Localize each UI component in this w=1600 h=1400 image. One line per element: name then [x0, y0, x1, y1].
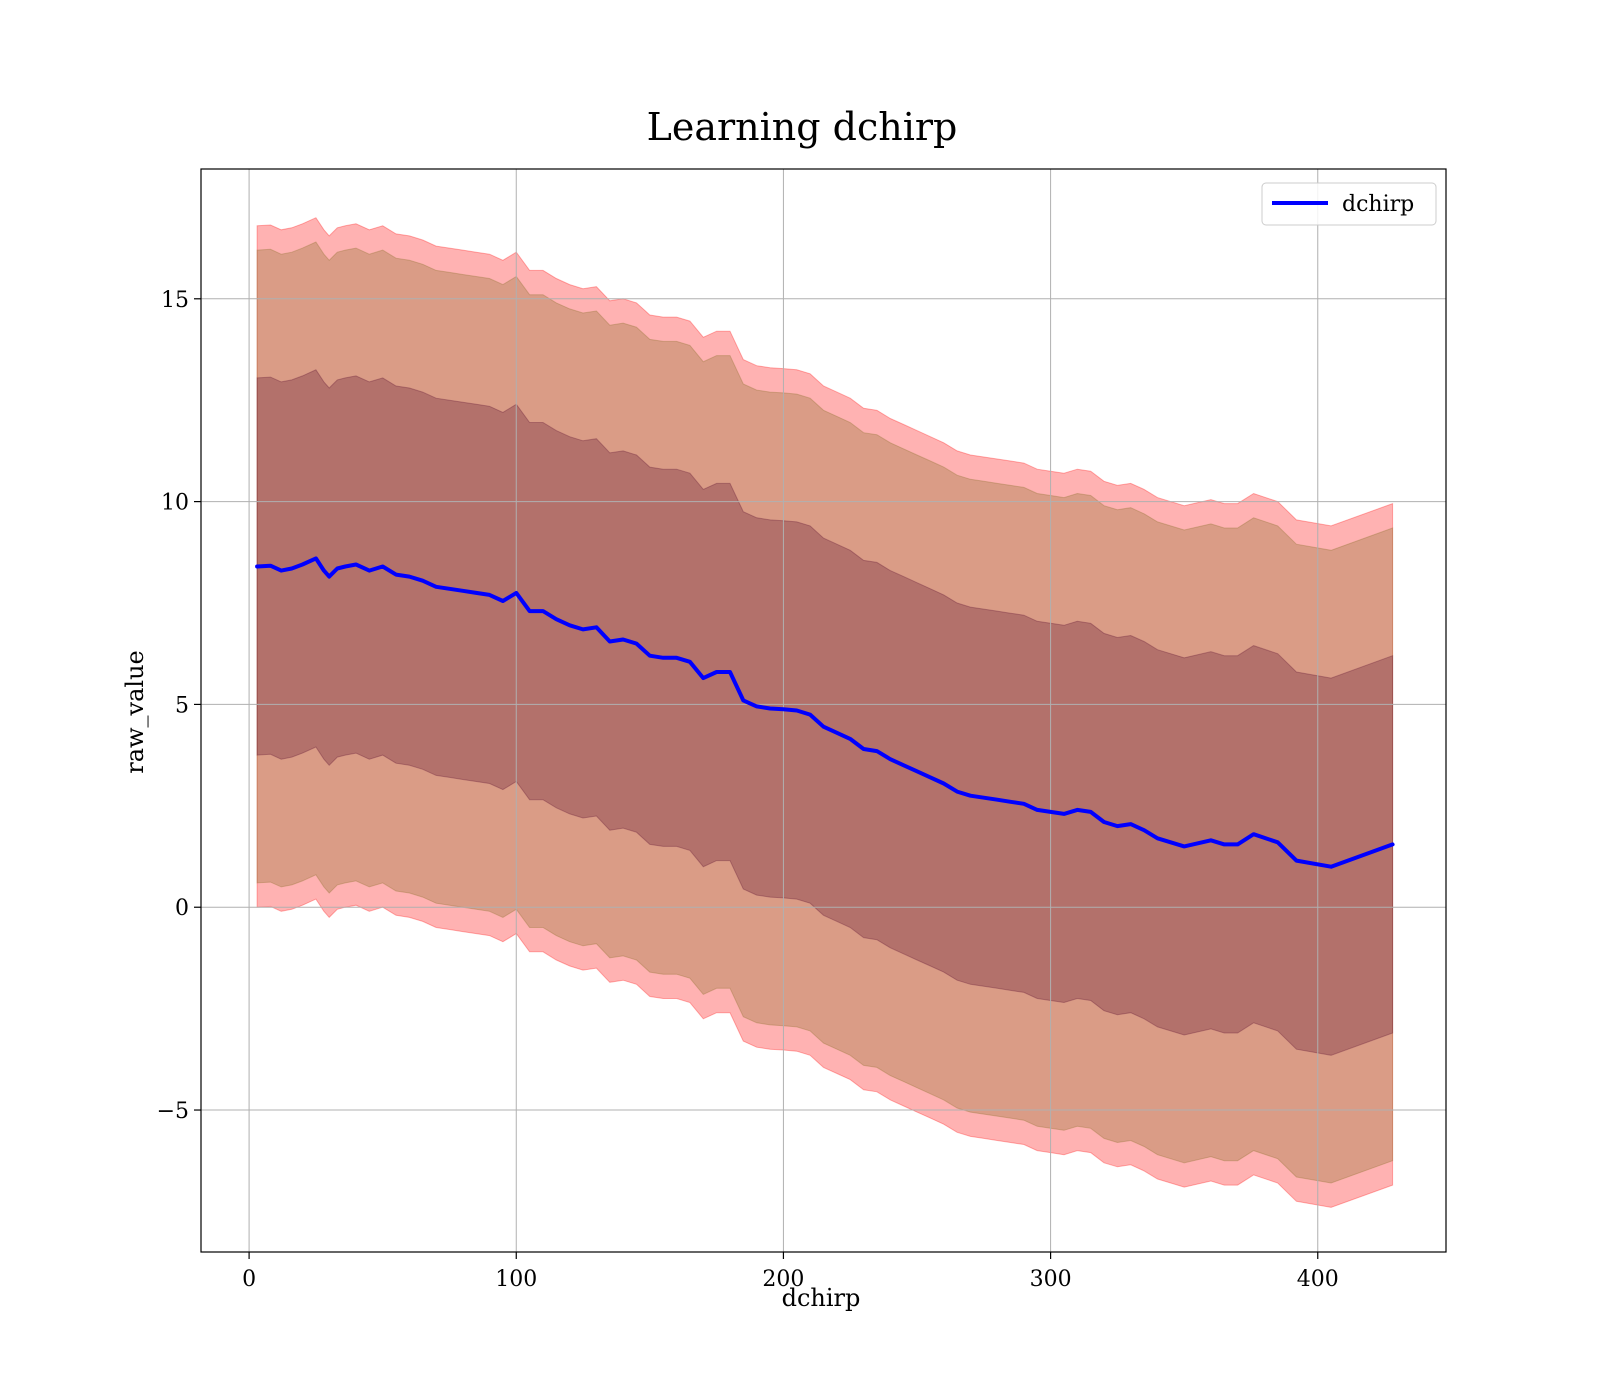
chart-title: Learning dchirp [647, 105, 958, 149]
y-tick-label: 10 [161, 491, 189, 516]
x-tick-label: 400 [1297, 1267, 1339, 1292]
y-tick-label: −5 [157, 1099, 189, 1124]
x-axis-label: dchirp [782, 1284, 861, 1312]
x-tick-label: 300 [1030, 1267, 1072, 1292]
plot-frame [200, 168, 1447, 1253]
confidence-bands [256, 217, 1394, 1208]
series-layer [255, 556, 1395, 869]
band-1 [256, 241, 1394, 1184]
y-tick-label: 15 [161, 288, 189, 313]
y-tick-label: 5 [175, 693, 189, 718]
grid [201, 169, 1446, 1252]
legend-box [1261, 182, 1437, 226]
axis-ticks: 0 100 200 300 400 −5 0 5 10 15 [157, 288, 1339, 1292]
x-tick-label: 0 [242, 1267, 256, 1292]
band-0 [256, 217, 1394, 1208]
x-tick-label: 200 [762, 1267, 804, 1292]
legend: dchirp [1261, 182, 1437, 226]
series-line-dchirp [255, 556, 1395, 869]
legend-label-dchirp: dchirp [1342, 192, 1414, 217]
x-tick-label: 100 [495, 1267, 537, 1292]
y-tick-label: 0 [175, 896, 189, 921]
band-2 [256, 369, 1394, 1056]
y-axis-label: raw_value [121, 650, 149, 774]
